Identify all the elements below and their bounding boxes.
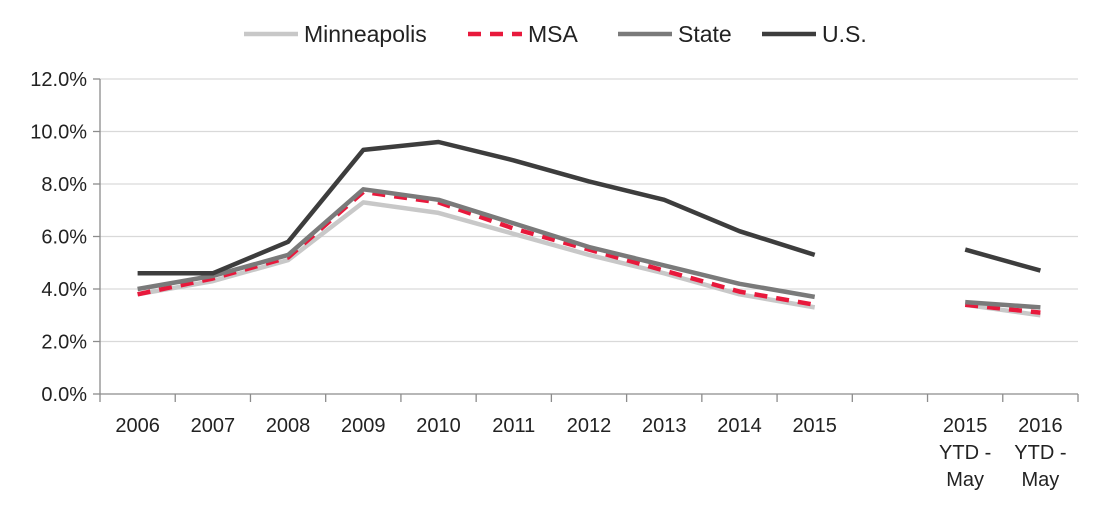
x-tick-label: 2015 YTD - May (939, 415, 991, 491)
x-tick-label: 2013 (642, 415, 687, 437)
x-tick-label: 2006 (115, 415, 160, 437)
y-axis-ticks: 0.0% 2.0% 4.0% 6.0% 8.0% 10.0% 12.0% (30, 69, 100, 406)
y-tick-label: 2.0% (41, 332, 87, 354)
x-tick-label-line: 2013 (642, 415, 687, 437)
chart-legend: Minneapolis MSA State U.S. (244, 21, 867, 47)
y-tick-label: 4.0% (41, 279, 87, 301)
x-tick-label: 2007 (191, 415, 236, 437)
legend-label: Minneapolis (304, 21, 427, 47)
x-tick-label-line: 2010 (416, 415, 461, 437)
x-tick-label-line: 2009 (341, 415, 386, 437)
y-tick-label: 8.0% (41, 174, 87, 196)
x-tick-label: 2016 YTD - May (1014, 415, 1066, 491)
x-tick-label-line: YTD - (939, 442, 991, 464)
legend-item: Minneapolis (244, 21, 427, 47)
y-tick-label: 12.0% (30, 69, 87, 91)
series-line (137, 189, 816, 308)
x-tick-label-line: 2011 (492, 415, 535, 437)
x-axis-ticks: 2006 2007 2008 2009 2010 2011 2012 2013 2014 2015… (99, 394, 1079, 491)
x-tick-label-line: 2014 (717, 415, 762, 437)
x-tick-label: 2014 (717, 415, 762, 437)
x-tick-label-line: May (946, 469, 984, 491)
series-line (965, 299, 1041, 310)
series-line (964, 247, 1042, 273)
x-tick-label-line: 2015 (943, 415, 988, 437)
legend-label: State (678, 21, 732, 47)
y-tick-label: 10.0% (30, 122, 87, 144)
x-tick-label-line: 2015 (792, 415, 837, 437)
series-state (137, 187, 1041, 310)
series-line (964, 302, 1041, 315)
series-line (137, 200, 816, 310)
series-line (137, 139, 816, 276)
y-tick-label: 0.0% (41, 384, 87, 406)
x-tick-label: 2009 (341, 415, 386, 437)
series-msa (137, 189, 1041, 315)
x-tick-label-line: YTD - (1014, 442, 1066, 464)
x-tick-label-line: 2007 (191, 415, 236, 437)
x-tick-label-line: 2008 (266, 415, 311, 437)
legend-item: State (618, 21, 732, 47)
y-tick-label: 6.0% (41, 227, 87, 249)
legend-label: MSA (528, 21, 579, 47)
grid-lines (100, 78, 1078, 343)
legend-item: U.S. (762, 21, 867, 47)
x-tick-label: 2011 (492, 415, 535, 437)
x-tick-label: 2015 (792, 415, 837, 437)
x-tick-label: 2008 (266, 415, 311, 437)
series-u-s (137, 139, 1042, 276)
x-tick-label-line: 2012 (567, 415, 612, 437)
x-tick-label-line: 2006 (115, 415, 160, 437)
x-tick-label: 2012 (567, 415, 612, 437)
x-tick-label-line: 2016 (1018, 415, 1063, 437)
x-tick-label-line: May (1021, 469, 1059, 491)
series-lines (137, 139, 1042, 318)
x-tick-label: 2010 (416, 415, 461, 437)
series-line (137, 187, 816, 300)
legend-label: U.S. (822, 21, 867, 47)
legend-item: MSA (468, 21, 579, 47)
